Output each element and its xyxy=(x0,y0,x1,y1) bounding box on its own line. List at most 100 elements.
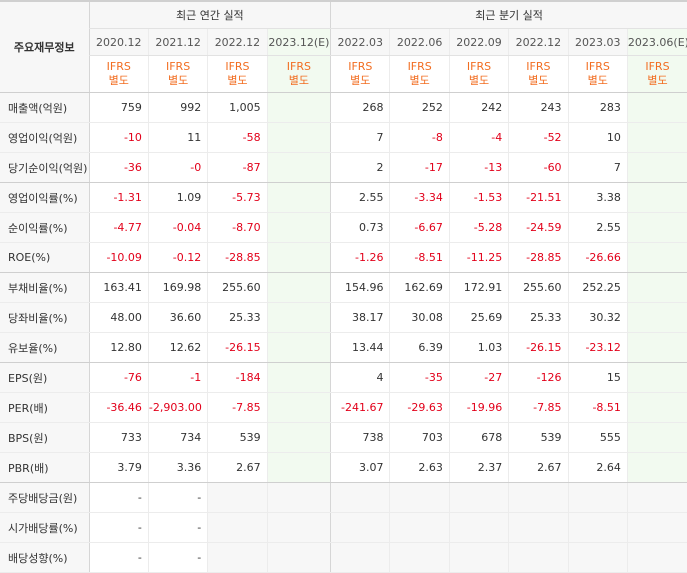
table-cell: 2.67 xyxy=(508,452,569,483)
table-row: 부채비율(%) 163.41 169.98 255.60 154.96 162.69 172… xyxy=(0,272,687,303)
table-cell: 30.08 xyxy=(389,302,450,333)
table-row: PBR(배) 3.79 3.36 2.67 3.07 2.63 2.37 2.67 2.64 xyxy=(0,452,687,483)
table-cell: -2,903.00 xyxy=(147,392,208,423)
ifrs-label: IFRS xyxy=(407,60,432,73)
table-cell: 169.98 xyxy=(147,272,208,303)
table-cell xyxy=(626,212,687,243)
table-cell xyxy=(626,122,687,153)
table-cell: -0.04 xyxy=(147,212,208,243)
table-cell: -10.09 xyxy=(88,242,149,273)
table-cell xyxy=(330,542,390,573)
table-cell: -19.96 xyxy=(448,392,509,423)
table-cell: 3.07 xyxy=(330,452,390,483)
table-cell xyxy=(448,512,509,543)
table-cell: 10 xyxy=(567,122,628,153)
table-cell xyxy=(207,482,268,513)
ifrs-basis-label: IFRS 별도 xyxy=(567,55,628,93)
table-cell: 759 xyxy=(88,92,149,123)
period-header: 2023.06(E) xyxy=(626,28,687,56)
table-row: 당좌비율(%) 48.00 36.60 25.33 38.17 30.08 25.69 25.… xyxy=(0,302,687,333)
separate-label: 별도 xyxy=(587,74,608,87)
period-header-row: 2020.12 2021.12 2022.12 2023.12(E) 2022.03 20… xyxy=(0,28,687,56)
table-cell: 4 xyxy=(330,362,390,393)
table-cell: 48.00 xyxy=(88,302,149,333)
table-cell: 2.67 xyxy=(207,452,268,483)
table-row: BPS(원) 733 734 539 738 703 678 539 555 xyxy=(0,422,687,453)
table-cell: 2.55 xyxy=(567,212,628,243)
table-cell: -13 xyxy=(448,152,509,183)
row-label: EPS(원) xyxy=(0,362,90,393)
table-cell: - xyxy=(88,542,149,573)
table-cell: 7 xyxy=(330,122,390,153)
table-cell: 1,005 xyxy=(207,92,268,123)
table-cell: 539 xyxy=(207,422,268,453)
table-cell: - xyxy=(147,482,208,513)
ifrs-basis-label: IFRS 별도 xyxy=(508,55,569,93)
table-cell xyxy=(567,512,628,543)
table-row: 영업이익률(%) -1.31 1.09 -5.73 2.55 -3.34 -1.53 -21.… xyxy=(0,182,687,213)
table-cell: 12.62 xyxy=(147,332,208,363)
period-header: 2023.12(E) xyxy=(266,28,331,56)
table-cell xyxy=(389,542,450,573)
table-cell: - xyxy=(88,512,149,543)
table-cell: -5.28 xyxy=(448,212,509,243)
table-cell: -60 xyxy=(508,152,569,183)
period-header: 2022.09 xyxy=(448,28,509,56)
table-cell: 36.60 xyxy=(147,302,208,333)
table-cell: 25.69 xyxy=(448,302,509,333)
table-cell: -0.12 xyxy=(147,242,208,273)
table-cell: -36 xyxy=(88,152,149,183)
table-row: 매출액(억원) 759 992 1,005 268 252 242 243 283 xyxy=(0,92,687,123)
table-cell xyxy=(626,92,687,123)
period-header: 2021.12 xyxy=(147,28,208,56)
table-cell: 242 xyxy=(448,92,509,123)
table-cell: 555 xyxy=(567,422,628,453)
row-label: 매출액(억원) xyxy=(0,92,90,123)
table-cell xyxy=(567,542,628,573)
table-cell xyxy=(266,272,331,303)
table-cell xyxy=(330,512,390,543)
table-cell xyxy=(266,302,331,333)
table-cell: 25.33 xyxy=(508,302,569,333)
table-cell: 539 xyxy=(508,422,569,453)
row-label: 영업이익률(%) xyxy=(0,182,90,213)
row-label: 영업이익(억원) xyxy=(0,122,90,153)
table-cell: 38.17 xyxy=(330,302,390,333)
table-cell: -36.46 xyxy=(88,392,149,423)
table-cell: -28.85 xyxy=(207,242,268,273)
table-cell xyxy=(266,212,331,243)
separate-label: 별도 xyxy=(409,74,430,87)
table-cell: -21.51 xyxy=(508,182,569,213)
table-cell: -8 xyxy=(389,122,450,153)
table-cell: 3.36 xyxy=(147,452,208,483)
table-cell: -24.59 xyxy=(508,212,569,243)
table-cell: -8.51 xyxy=(567,392,628,423)
separate-label: 별도 xyxy=(647,74,668,87)
table-cell: - xyxy=(147,512,208,543)
table-cell xyxy=(389,482,450,513)
ifrs-basis-label: IFRS 별도 xyxy=(88,55,149,93)
table-cell: 154.96 xyxy=(330,272,390,303)
table-row: 주당배당금(원) - - xyxy=(0,482,687,513)
table-cell: 1.03 xyxy=(448,332,509,363)
table-cell xyxy=(626,482,687,513)
table-cell xyxy=(266,332,331,363)
ifrs-header-row: IFRS 별도 IFRS 별도 IFRS 별도 IFRS 별도 IFRS 별도 IFRS 별도 IFRS… xyxy=(0,55,687,93)
separate-label: 별도 xyxy=(227,74,248,87)
table-cell xyxy=(266,92,331,123)
ifrs-basis-label: IFRS 별도 xyxy=(626,55,687,93)
period-header: 2022.06 xyxy=(389,28,450,56)
table-row: 시가배당률(%) - - xyxy=(0,512,687,543)
separate-label: 별도 xyxy=(167,74,189,87)
table-cell: 2.55 xyxy=(330,182,390,213)
separate-label: 별도 xyxy=(528,74,549,87)
ifrs-basis-label: IFRS 별도 xyxy=(207,55,268,93)
table-cell xyxy=(207,512,268,543)
table-cell: -1.31 xyxy=(88,182,149,213)
table-cell: -1 xyxy=(147,362,208,393)
ifrs-basis-label: IFRS 별도 xyxy=(266,55,331,93)
table-cell: -52 xyxy=(508,122,569,153)
separate-label: 별도 xyxy=(108,74,129,87)
row-label: 당기순이익(억원) xyxy=(0,152,90,183)
